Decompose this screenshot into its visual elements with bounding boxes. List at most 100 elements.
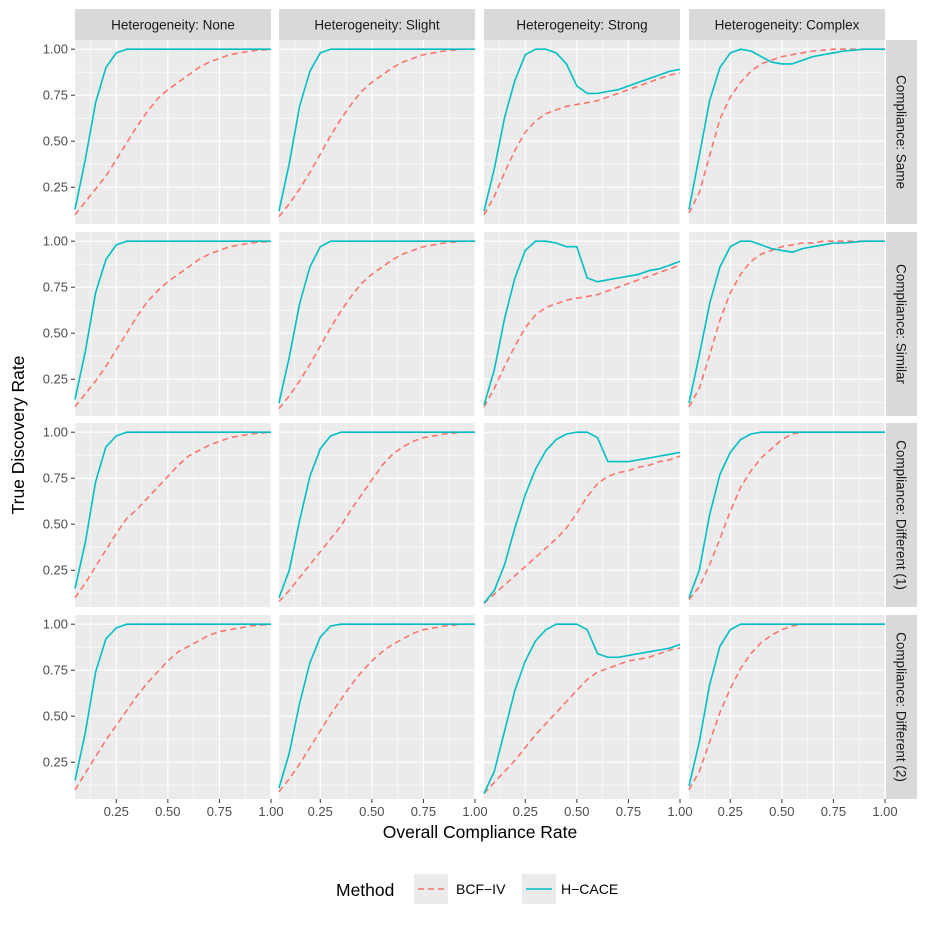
panel-r1-c2	[278, 40, 476, 224]
series-line-h-cace	[74, 623, 271, 781]
panel-background	[75, 423, 271, 607]
series-line-bcf-iv	[483, 264, 681, 408]
y-tick-label: 0.50	[43, 709, 68, 724]
col-strip-label-heterogeneity-slight: Heterogeneity: Slight	[314, 18, 440, 33]
x-tick-label: 0.25	[104, 804, 129, 819]
y-axis-title: True Discovery Rate	[8, 356, 28, 515]
x-tick-label: 1.00	[872, 804, 897, 819]
series-line-bcf-iv	[74, 240, 272, 408]
panel-background	[689, 232, 885, 416]
panel-background	[279, 232, 475, 416]
series-line-bcf-iv	[483, 72, 681, 216]
series-line-h-cace	[483, 48, 681, 212]
x-tick-label: 0.75	[411, 804, 436, 819]
series-line-h-cace	[278, 623, 475, 789]
y-tick-label: 0.75	[43, 471, 68, 486]
x-tick-label: 0.50	[155, 804, 180, 819]
panel-r4-c2	[278, 615, 476, 799]
panel-background	[75, 232, 271, 416]
panel-r1-c1	[74, 40, 272, 224]
y-tick-label: 1.00	[43, 617, 68, 632]
x-tick-label: 0.75	[616, 804, 641, 819]
x-tick-label: 1.00	[667, 804, 692, 819]
series-line-h-cace	[74, 240, 271, 400]
x-tick-label: 0.50	[359, 804, 384, 819]
legend: Method BCF−IV H−CACE	[336, 874, 618, 904]
col-strip-label-heterogeneity-strong: Heterogeneity: Strong	[516, 18, 647, 33]
row-strip-label-compliance-different-1: Compliance: Different (1)	[894, 440, 909, 590]
y-tick-label: 0.50	[43, 517, 68, 532]
row-strip-label-compliance-different-2: Compliance: Different (2)	[894, 632, 909, 782]
panel-background	[75, 615, 271, 799]
row-strip-1	[886, 40, 917, 224]
panel-r3-c2	[278, 423, 476, 607]
panel-background	[689, 615, 885, 799]
x-tick-label: 0.75	[821, 804, 846, 819]
col-strip-3	[484, 9, 680, 40]
row-strip-2	[886, 232, 917, 416]
y-tick-label: 1.00	[43, 42, 68, 57]
panel-r2-c1	[74, 232, 272, 416]
x-tick-label: 0.50	[769, 804, 794, 819]
y-tick-label: 0.25	[43, 372, 68, 387]
series-line-bcf-iv	[278, 623, 475, 793]
panel-r2-c4	[688, 232, 886, 416]
series-line-bcf-iv	[278, 48, 475, 218]
x-axes: 0.25 0.50 0.75 1.00 0.25 0.50 0.75 1.00 0.25 0.50…	[104, 799, 898, 819]
series-line-bcf-iv	[483, 455, 681, 604]
panel-r4-c1	[74, 615, 272, 799]
series-line-h-cace	[688, 431, 885, 599]
col-strip-label-heterogeneity-complex: Heterogeneity: Complex	[715, 18, 860, 33]
x-tick-label: 1.00	[258, 804, 283, 819]
y-tick-label: 0.75	[43, 663, 68, 678]
panel-background	[689, 40, 885, 224]
col-strip-2	[279, 9, 475, 40]
panel-background	[279, 615, 475, 799]
panel-r3-c3	[483, 423, 681, 607]
series-line-h-cace	[483, 240, 681, 406]
series-line-bcf-iv	[74, 431, 272, 599]
panel-r2-c2	[278, 232, 476, 416]
series-line-bcf-iv	[688, 240, 885, 408]
series-line-h-cace	[74, 48, 271, 210]
panel-background	[484, 40, 680, 224]
facet-grid: Heterogeneity: None Heterogeneity: Slight…	[74, 9, 917, 799]
panel-background	[484, 232, 680, 416]
series-line-bcf-iv	[278, 431, 475, 603]
x-tick-label: 0.25	[513, 804, 538, 819]
series-line-bcf-iv	[688, 48, 885, 214]
panel-background	[689, 423, 885, 607]
y-axes: 0.25 0.50 0.75 1.00 0.25 0.50 0.75 1.00 0.25 0.50…	[43, 42, 75, 770]
panel-background	[484, 423, 680, 607]
panel-r3-c4	[688, 423, 886, 607]
legend-label-bcf-iv: BCF−IV	[456, 881, 506, 897]
y-tick-label: 0.50	[43, 326, 68, 341]
panel-background	[75, 40, 271, 224]
panel-r4-c3	[483, 615, 681, 799]
series-line-h-cace	[278, 240, 475, 404]
panel-r3-c1	[74, 423, 272, 607]
x-tick-label: 0.25	[308, 804, 333, 819]
row-strip-label-compliance-same: Compliance: Same	[894, 75, 909, 189]
row-strip-label-compliance-similar: Compliance: Similar	[894, 264, 909, 385]
series-line-h-cace	[278, 48, 475, 212]
panel-background	[279, 423, 475, 607]
panel-r1-c3	[483, 40, 681, 224]
panel-background	[484, 615, 680, 799]
series-line-bcf-iv	[278, 240, 475, 410]
series-line-h-cace	[74, 431, 271, 589]
panel-r4-c4	[688, 615, 886, 799]
y-tick-label: 1.00	[43, 234, 68, 249]
series-line-bcf-iv	[74, 48, 272, 216]
y-tick-label: 0.75	[43, 88, 68, 103]
x-axis-title: Overall Compliance Rate	[383, 822, 578, 842]
panel-background	[279, 40, 475, 224]
series-line-h-cace	[483, 623, 681, 794]
x-tick-label: 1.00	[462, 804, 487, 819]
y-tick-label: 1.00	[43, 425, 68, 440]
panel-r1-c4	[688, 40, 886, 224]
series-line-bcf-iv	[74, 623, 272, 791]
series-line-h-cace	[483, 431, 681, 604]
series-line-h-cace	[688, 48, 885, 210]
